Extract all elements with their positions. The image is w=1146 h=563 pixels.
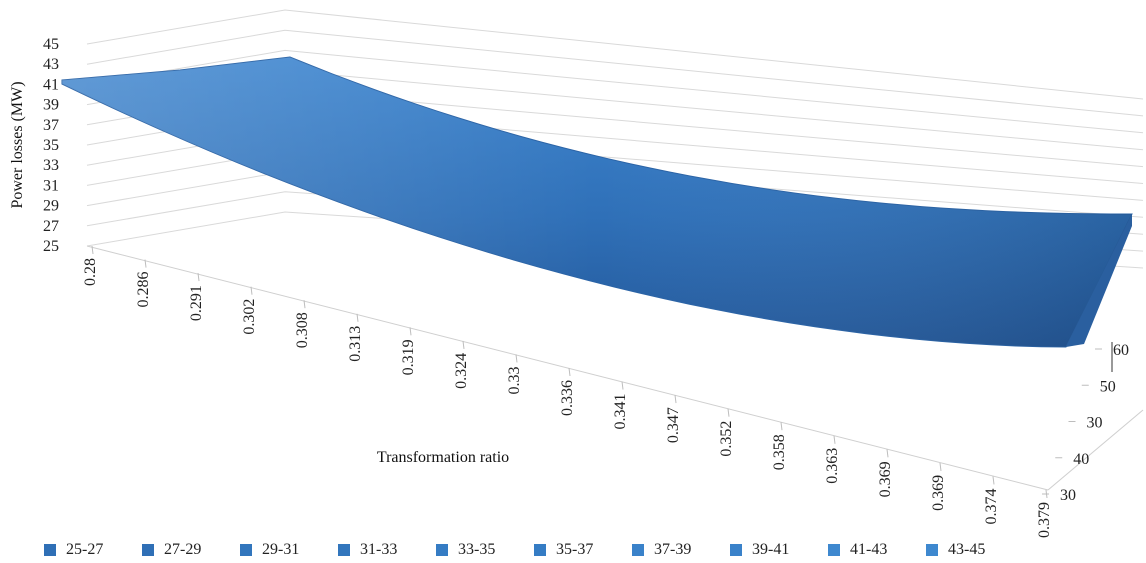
chart-floor: [86, 245, 1144, 491]
legend-swatch: [142, 544, 154, 556]
x-tick-label: 0.369: [877, 461, 894, 497]
legend-item: 31-33: [338, 539, 397, 561]
x-tick-mark: [515, 354, 518, 363]
x-tick-label: 0.379: [1036, 502, 1053, 538]
x-tick-label: 0.291: [188, 285, 205, 321]
x-tick-mark: [886, 449, 889, 458]
surface-shading: [62, 57, 1132, 347]
x-tick-label: 0.302: [241, 299, 258, 335]
x-tick-label: 0.363: [824, 448, 841, 484]
x-tick-label: 0.336: [559, 380, 576, 416]
x-tick-mark: [197, 273, 200, 282]
legend-swatch: [240, 544, 252, 556]
x-tick-mark: [780, 422, 783, 431]
legend-item: 41-43: [828, 539, 887, 561]
legend-swatch: [926, 544, 938, 556]
depth-tick-label: 30: [1087, 415, 1103, 432]
depth-tick-label: 50: [1100, 378, 1116, 395]
z-tick-label: 45: [43, 36, 59, 53]
x-tick-mark: [674, 395, 677, 404]
z-tick-label: 25: [43, 238, 59, 255]
depth-tick-label: 40: [1073, 451, 1089, 468]
legend-item: 37-39: [632, 539, 691, 561]
x-axis-title: Transformation ratio: [377, 449, 509, 466]
floor-right-edge: [1047, 409, 1144, 491]
x-tick-mark: [462, 340, 465, 349]
x-tick-label: 0.347: [665, 407, 682, 443]
x-tick-label: 0.358: [771, 434, 788, 470]
z-axis-ticks: 25 27 29 31 33 35 37 39 41 43 45: [43, 36, 59, 255]
legend-item: 43-45: [926, 539, 985, 561]
x-tick-label: 0.324: [453, 353, 470, 389]
x-tick-label: 0.28: [82, 258, 99, 286]
legend-label: 43-45: [948, 541, 986, 558]
z-tick-label: 27: [43, 218, 59, 235]
z-tick-label: 29: [43, 198, 59, 215]
x-tick-mark: [621, 381, 624, 390]
z-tick-label: 37: [43, 117, 59, 134]
x-tick-label: 0.352: [718, 421, 735, 457]
x-tick-mark: [144, 259, 147, 268]
x-tick-mark: [833, 435, 836, 444]
legend-swatch: [632, 544, 644, 556]
surface-side-facet: [1066, 214, 1132, 347]
legend-item: 35-37: [534, 539, 593, 561]
x-tick-mark: [303, 300, 306, 309]
surface-layer: [61, 56, 1133, 348]
legend-swatch: [44, 544, 56, 556]
legend-item: 29-31: [240, 539, 299, 561]
legend-label: 33-35: [458, 541, 496, 558]
legend-item: 25-27: [44, 539, 103, 561]
legend-item: 33-35: [436, 539, 495, 561]
x-tick-mark: [356, 313, 359, 322]
legend-label: 27-29: [164, 541, 202, 558]
x-tick-mark: [568, 367, 571, 377]
depth-axis-ticks: 30 40 30 50 60: [1042, 342, 1129, 504]
floor-front-edge: [86, 245, 1049, 491]
x-tick-mark: [992, 476, 995, 485]
z-tick-label: 43: [43, 56, 59, 73]
x-tick-mark: [250, 286, 253, 295]
x-tick-mark: [727, 408, 730, 417]
x-tick-mark: [91, 245, 94, 255]
z-tick-label: 33: [43, 157, 59, 174]
legend-label: 41-43: [850, 541, 888, 558]
depth-tick-label: 30: [1060, 487, 1076, 504]
x-tick-label: 0.319: [400, 339, 417, 375]
gridline: [86, 9, 1144, 100]
x-tick-label: 0.369: [930, 475, 947, 511]
x-tick-mark: [409, 327, 412, 336]
legend-label: 25-27: [66, 541, 104, 558]
legend-swatch: [730, 544, 742, 556]
legend-label: 31-33: [360, 541, 398, 558]
gridline: [86, 29, 1144, 117]
legend-item: 27-29: [142, 539, 201, 561]
legend-swatch: [436, 544, 448, 556]
x-tick-label: 0.308: [294, 312, 311, 348]
legend-label: 29-31: [262, 541, 300, 558]
legend-item: 39-41: [730, 539, 789, 561]
x-tick-label: 0.286: [135, 272, 152, 308]
z-tick-label: 39: [43, 97, 59, 114]
legend-swatch: [828, 544, 840, 556]
x-axis-ticks: 0.28 0.286 0.291 0.302 0.308 0.313 0.319 0.324 0…: [82, 245, 1053, 538]
legend-swatch: [534, 544, 546, 556]
legend-swatch: [338, 544, 350, 556]
z-tick-label: 35: [43, 137, 59, 154]
x-tick-label: 0.313: [347, 326, 364, 362]
x-tick-mark: [939, 462, 942, 471]
x-tick-label: 0.374: [983, 488, 1000, 524]
z-tick-label: 31: [43, 177, 59, 194]
legend-label: 39-41: [752, 541, 790, 558]
x-tick-label: 0.33: [506, 366, 523, 394]
z-tick-label: 41: [43, 76, 59, 93]
legend-label: 35-37: [556, 541, 594, 558]
depth-tick-label: 60: [1113, 342, 1129, 359]
x-tick-label: 0.341: [612, 394, 629, 430]
y-axis-title: Power losses (MW): [9, 81, 26, 208]
legend: 25-27 27-29 29-31 31-33 33-35 35-37 37-39 39-41…: [44, 539, 1044, 561]
legend-label: 37-39: [654, 541, 692, 558]
